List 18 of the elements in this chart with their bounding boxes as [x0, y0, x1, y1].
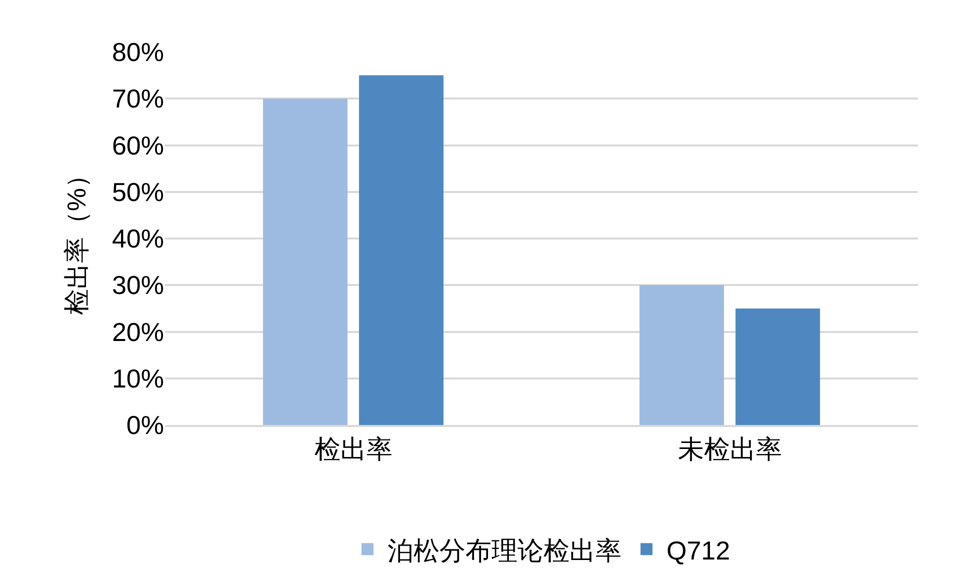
y-tick-label: 0%: [126, 410, 164, 440]
y-tick-label: 80%: [112, 37, 164, 68]
bar: [736, 308, 820, 425]
bar: [263, 98, 348, 425]
x-tick-label: 检出率: [314, 434, 392, 464]
y-tick-label: 60%: [112, 130, 164, 160]
legend-label: Q712: [666, 535, 730, 566]
y-tick-label: 50%: [112, 176, 164, 207]
bar: [359, 75, 444, 425]
bar: [640, 285, 724, 425]
y-tick-label: 40%: [112, 224, 164, 254]
y-tick-label: 10%: [112, 363, 164, 394]
y-tick-label: 20%: [112, 316, 164, 347]
y-tick-label: 30%: [112, 270, 164, 300]
x-tick-label: 未检出率: [678, 434, 782, 464]
legend-label: 泊松分布理论检出率: [388, 535, 622, 566]
y-axis-title: 检出率（%）: [61, 162, 92, 316]
y-tick-label: 70%: [112, 84, 164, 114]
